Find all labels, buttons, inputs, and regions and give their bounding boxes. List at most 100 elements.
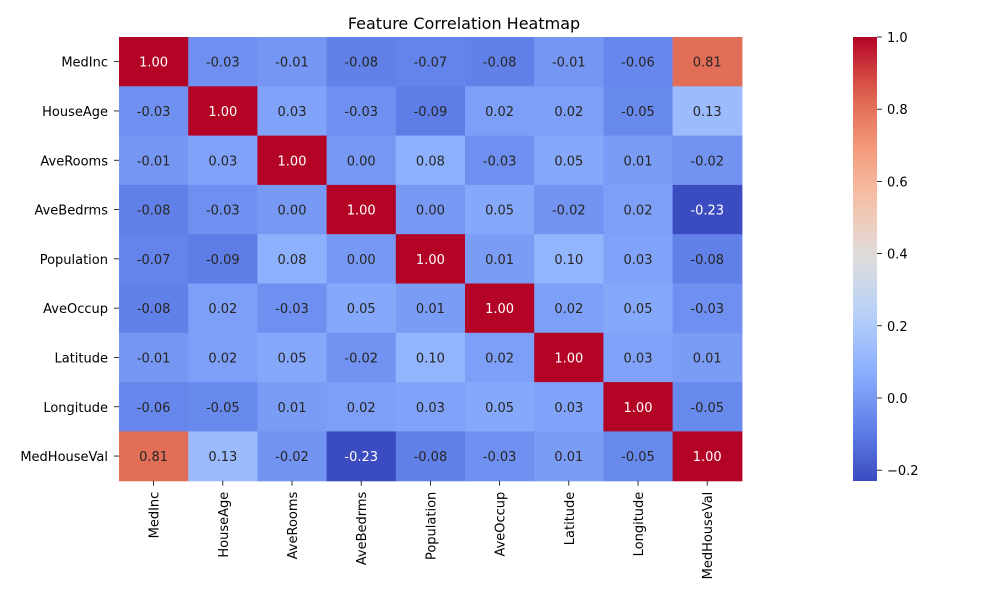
heatmap-cell-medinc-medinc xyxy=(119,37,189,87)
cell-value-label: -0.03 xyxy=(206,56,240,71)
y-tick-label-longitude: Longitude xyxy=(43,401,108,416)
cell-value-label: 0.02 xyxy=(208,302,237,317)
heatmap-cell-longitude-aveoccup xyxy=(465,382,535,432)
cell-value-label: 0.02 xyxy=(554,302,583,317)
heatmap-cell-latitude-aveoccup xyxy=(465,332,535,383)
heatmap-cell-medinc-avebedrms xyxy=(326,37,397,87)
cell-value-label: 0.05 xyxy=(554,154,583,169)
heatmap-cell-avebedrms-averooms xyxy=(257,184,328,235)
heatmap-cell-averooms-latitude xyxy=(534,135,604,186)
heatmap-cell-averooms-averooms xyxy=(257,135,328,186)
cell-value-label: -0.09 xyxy=(414,105,448,120)
x-tick-label-population: Population xyxy=(424,492,439,560)
heatmap-cell-avebedrms-aveoccup xyxy=(465,184,535,235)
cell-value-label: 0.10 xyxy=(416,351,445,366)
heatmap-cell-longitude-medinc xyxy=(119,382,189,432)
cell-value-label: -0.01 xyxy=(137,154,171,169)
heatmap-cell-longitude-avebedrms xyxy=(326,382,397,432)
heatmap-cell-avebedrms-longitude xyxy=(603,184,674,235)
cell-value-label: -0.08 xyxy=(344,56,378,71)
cell-value-label: 0.02 xyxy=(485,351,514,366)
heatmap-cell-population-longitude xyxy=(603,234,674,285)
cell-value-label: 0.02 xyxy=(554,105,583,120)
cell-value-label: -0.08 xyxy=(137,204,171,219)
heatmap-cell-averooms-medhouseval xyxy=(672,135,743,186)
x-tick-label-longitude: Longitude xyxy=(632,492,647,557)
cell-value-label: 1.00 xyxy=(693,450,722,465)
cell-value-label: 1.00 xyxy=(416,253,445,268)
heatmap-cell-latitude-houseage xyxy=(188,332,258,383)
cell-value-label: 0.02 xyxy=(624,204,653,219)
cell-value-label: -0.06 xyxy=(621,56,655,71)
heatmap-cell-medhouseval-latitude xyxy=(534,431,604,482)
cell-value-label: 0.13 xyxy=(693,105,722,120)
y-tick-label-medinc: MedInc xyxy=(61,56,108,71)
y-tick-label-medhouseval: MedHouseVal xyxy=(20,450,108,465)
cell-value-label: 0.01 xyxy=(624,154,653,169)
cell-value-label: -0.01 xyxy=(137,351,171,366)
cell-value-label: 0.00 xyxy=(347,253,376,268)
heatmap-cell-medinc-latitude xyxy=(534,37,604,87)
cell-value-label: 0.01 xyxy=(693,351,722,366)
y-tick-label-aveoccup: AveOccup xyxy=(43,302,108,317)
heatmap-cell-avebedrms-avebedrms xyxy=(326,184,397,235)
cell-value-label: -0.03 xyxy=(137,105,171,120)
cell-value-label: 0.81 xyxy=(139,450,168,465)
heatmap-cell-latitude-population xyxy=(395,332,466,383)
heatmap-cell-longitude-longitude xyxy=(603,382,674,432)
heatmap-cell-medhouseval-longitude xyxy=(603,431,674,482)
heatmap-cell-averooms-medinc xyxy=(119,135,189,186)
cell-value-label: 0.00 xyxy=(278,204,307,219)
heatmap-cell-population-houseage xyxy=(188,234,258,285)
heatmap-cell-aveoccup-aveoccup xyxy=(465,283,535,334)
x-tick-label-averooms: AveRooms xyxy=(286,491,301,559)
cell-value-label: 0.05 xyxy=(624,302,653,317)
colorbar-tick-label: 0.4 xyxy=(887,248,908,263)
cell-value-label: -0.05 xyxy=(621,450,655,465)
x-tick-label-medinc: MedInc xyxy=(148,492,163,539)
cell-value-label: 0.01 xyxy=(485,253,514,268)
y-tick-label-averooms: AveRooms xyxy=(40,154,108,169)
colorbar-tick-label: 0.0 xyxy=(887,392,908,407)
cell-value-label: -0.07 xyxy=(137,253,171,268)
heatmap-cell-longitude-latitude xyxy=(534,382,604,432)
heatmap-cell-population-medinc xyxy=(119,234,189,285)
heatmap-cell-latitude-longitude xyxy=(603,332,674,383)
heatmap-cell-latitude-averooms xyxy=(257,332,328,383)
cell-value-label: 1.00 xyxy=(139,56,168,71)
heatmap-cell-medhouseval-houseage xyxy=(188,431,258,482)
heatmap-cell-medinc-population xyxy=(395,37,466,87)
cell-value-label: -0.23 xyxy=(344,450,378,465)
heatmap-cell-medinc-medhouseval xyxy=(672,37,743,87)
heatmap-cell-latitude-avebedrms xyxy=(326,332,397,383)
cell-value-label: -0.03 xyxy=(206,204,240,219)
heatmap-cell-aveoccup-population xyxy=(395,283,466,334)
heatmap-cell-aveoccup-houseage xyxy=(188,283,258,334)
heatmap-cell-population-aveoccup xyxy=(465,234,535,285)
cell-value-label: -0.02 xyxy=(552,204,586,219)
cell-value-label: 0.02 xyxy=(208,351,237,366)
cell-value-label: 0.13 xyxy=(208,450,237,465)
heatmap-cells: 1.00 -0.03 -0.01 -0.08 -0.07 -0.08 -0.01 -0.06 0… xyxy=(119,37,743,482)
heatmap-cell-houseage-population xyxy=(395,86,466,137)
cell-value-label: 1.00 xyxy=(485,302,514,317)
heatmap-cell-aveoccup-latitude xyxy=(534,283,604,334)
y-tick-labels: MedInc HouseAge AveRooms AveBedrms Populatio… xyxy=(20,56,119,465)
cell-value-label: -0.03 xyxy=(690,302,724,317)
heatmap-cell-aveoccup-avebedrms xyxy=(326,283,397,334)
heatmap-cell-medhouseval-medhouseval xyxy=(672,431,743,482)
heatmap-cell-population-latitude xyxy=(534,234,604,285)
cell-value-label: 0.00 xyxy=(347,154,376,169)
cell-value-label: -0.08 xyxy=(137,302,171,317)
heatmap-cell-latitude-medinc xyxy=(119,332,189,383)
cell-value-label: 0.02 xyxy=(485,105,514,120)
cell-value-label: 1.00 xyxy=(278,154,307,169)
colorbar-tick-label: 0.8 xyxy=(887,103,908,118)
cell-value-label: 0.03 xyxy=(416,401,445,416)
heatmap-cell-medhouseval-avebedrms xyxy=(326,431,397,482)
heatmap-cell-avebedrms-medinc xyxy=(119,184,189,235)
cell-value-label: -0.01 xyxy=(552,56,586,71)
heatmap-cell-medinc-houseage xyxy=(188,37,258,87)
x-tick-label-avebedrms: AveBedrms xyxy=(355,491,370,565)
